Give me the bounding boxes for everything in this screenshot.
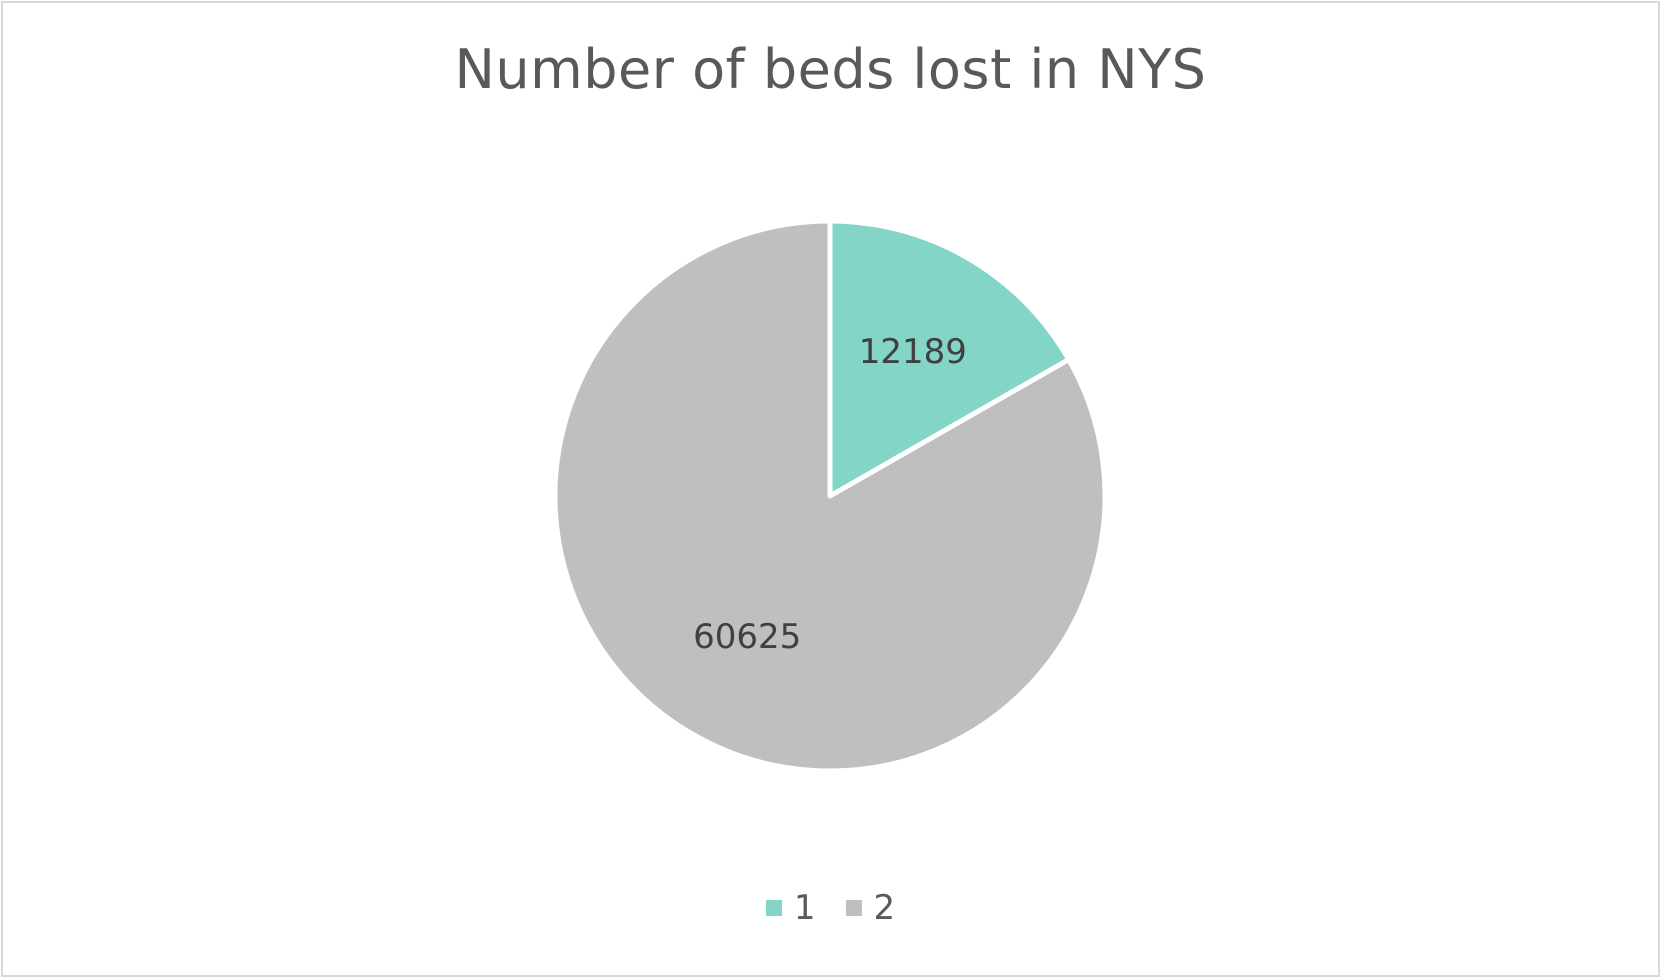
legend-swatch-1	[765, 900, 782, 916]
legend-label-2: 2	[873, 888, 896, 928]
legend-swatch-2	[845, 900, 862, 916]
legend-item-2: 2	[845, 888, 896, 928]
pie-data-labels: 12189 60625	[693, 332, 967, 657]
legend-label-1: 1	[793, 888, 816, 928]
legend-item-1: 1	[765, 888, 816, 928]
legend: 1 2	[0, 888, 1661, 928]
data-label-1: 12189	[859, 332, 967, 372]
pie-slice-1	[827, 218, 1072, 499]
chart-title: Number of beds lost in NYS	[454, 38, 1207, 101]
pie-slice-2	[552, 218, 1108, 774]
pie-slices	[552, 218, 1108, 774]
data-label-2: 60625	[693, 617, 801, 657]
